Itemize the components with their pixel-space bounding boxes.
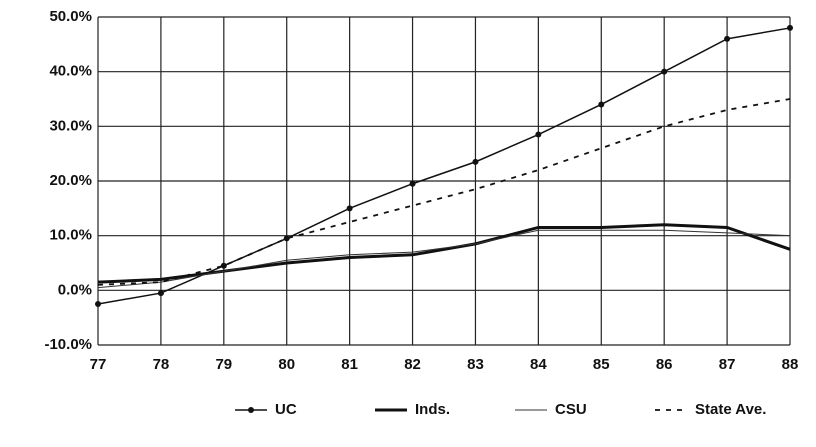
marker [95, 301, 101, 307]
x-tick-label: 87 [719, 356, 736, 373]
marker [220, 262, 227, 269]
legend-label: State Ave. [695, 401, 766, 418]
legend-label: Inds. [415, 401, 450, 418]
x-tick-label: 88 [782, 356, 799, 373]
marker [598, 101, 605, 108]
x-tick-label: 83 [467, 356, 484, 373]
y-tick-label: 10.0% [49, 227, 92, 244]
y-tick-label: 20.0% [49, 172, 92, 189]
marker [283, 235, 290, 242]
y-tick-label: -10.0% [44, 336, 92, 353]
marker [724, 35, 731, 42]
marker [346, 205, 353, 212]
x-tick-label: 82 [404, 356, 421, 373]
y-tick-label: 0.0% [58, 281, 92, 298]
legend-label: UC [275, 401, 297, 418]
marker [409, 180, 416, 187]
x-tick-label: 77 [90, 356, 107, 373]
line-series [97, 223, 791, 284]
marker [661, 68, 668, 75]
x-tick-label: 81 [341, 356, 358, 373]
x-tick-label: 79 [215, 356, 232, 373]
x-tick-label: 78 [153, 356, 170, 373]
y-tick-label: 50.0% [49, 8, 92, 25]
marker [787, 24, 793, 31]
x-tick-label: 84 [530, 356, 547, 373]
marker [472, 158, 479, 165]
x-tick-label: 80 [278, 356, 295, 373]
line-series [97, 229, 791, 289]
x-tick-label: 85 [593, 356, 610, 373]
y-tick-label: 30.0% [49, 117, 92, 134]
legend-marker [248, 407, 254, 413]
line-series [97, 27, 791, 305]
legend-label: CSU [555, 401, 587, 418]
y-tick-label: 40.0% [49, 63, 92, 80]
marker [157, 290, 164, 297]
x-tick-label: 86 [656, 356, 673, 373]
marker [535, 131, 542, 138]
